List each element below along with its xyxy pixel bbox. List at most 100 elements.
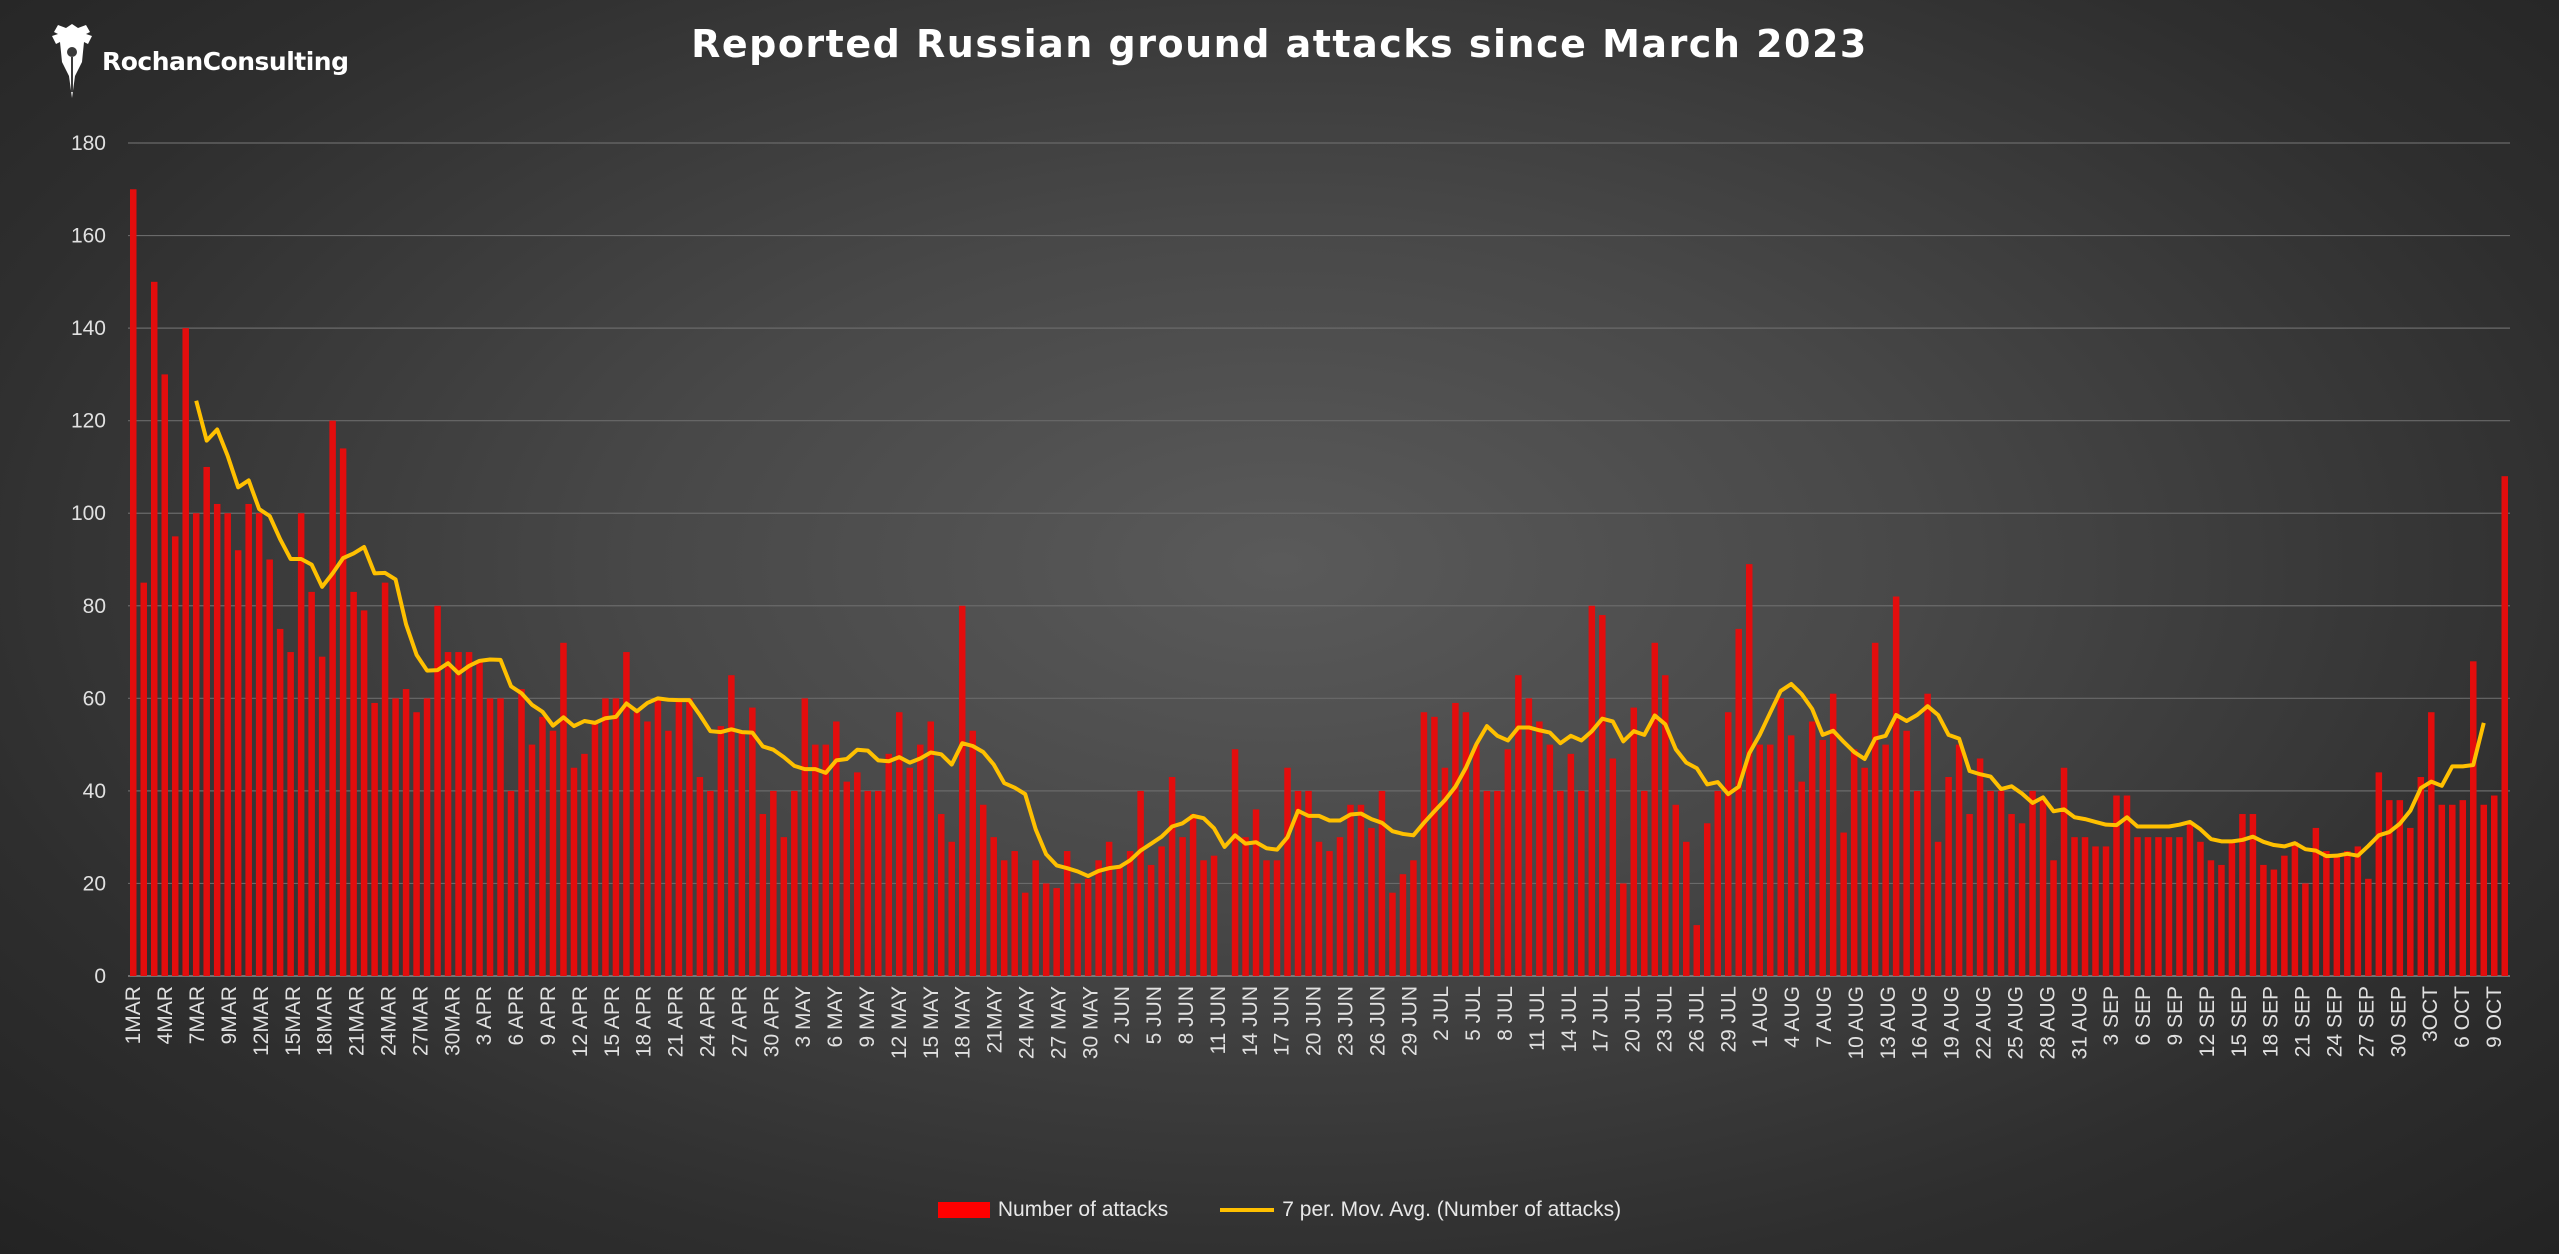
bar — [1651, 642, 1659, 976]
x-tick-label: 7MAR — [186, 986, 209, 1044]
bar — [1462, 712, 1470, 976]
x-tick-label: 2 JUN — [1111, 986, 1134, 1044]
bar — [2459, 800, 2467, 976]
bar — [329, 420, 336, 977]
bar — [171, 536, 179, 976]
bar — [1483, 790, 1491, 976]
bar — [2302, 883, 2309, 976]
x-tick-label: 30MAR — [441, 986, 464, 1056]
bar — [833, 721, 840, 976]
y-tick-label: 20 — [83, 872, 106, 895]
x-tick-label: 24MAR — [377, 986, 400, 1056]
bar — [686, 698, 693, 976]
x-tick-label: 14 JUL — [1558, 986, 1581, 1053]
x-tick-label: 4MAR — [154, 986, 177, 1044]
bar — [1263, 860, 1270, 976]
x-tick-label: 19 AUG — [1941, 986, 1964, 1060]
bar — [2008, 814, 2015, 976]
bar — [1609, 758, 1617, 976]
x-tick-label: 27MAR — [409, 986, 432, 1056]
x-tick-label: 27 APR — [728, 986, 751, 1057]
bar — [665, 730, 672, 976]
x-tick-label: 23 JUN — [1335, 986, 1358, 1056]
bar — [1399, 874, 1407, 976]
bar — [560, 642, 567, 976]
bar — [308, 591, 315, 976]
x-tick-label: 20 JUL — [1622, 986, 1645, 1053]
x-tick-label: 18 MAY — [952, 986, 975, 1059]
bar — [423, 698, 431, 976]
x-tick-label: 9 APR — [537, 986, 560, 1046]
bar — [455, 652, 462, 976]
x-tick-label: 15 APR — [601, 986, 624, 1057]
x-tick-label: 8 JUL — [1494, 986, 1517, 1041]
x-tick-label: 12 APR — [569, 986, 592, 1057]
bar — [1536, 721, 1543, 976]
bar — [2449, 804, 2456, 976]
bar — [812, 744, 819, 976]
bar — [1871, 642, 1879, 976]
bar — [581, 753, 588, 976]
bar — [1473, 744, 1480, 976]
bar — [1777, 698, 1784, 976]
y-tick-label: 160 — [71, 225, 106, 248]
bar — [1819, 739, 1826, 976]
bar — [1829, 693, 1837, 976]
bar — [1231, 749, 1239, 976]
y-tick-label: 80 — [83, 595, 106, 618]
x-tick-label: 27 MAY — [1047, 986, 1070, 1059]
bar — [1504, 749, 1512, 976]
bar — [2291, 841, 2299, 976]
legend-item-attacks: Number of attacks — [937, 1198, 1168, 1222]
x-tick-label: 27 SEP — [2355, 986, 2378, 1057]
bar — [885, 753, 893, 976]
bar — [875, 790, 882, 976]
bar — [150, 281, 158, 976]
bar — [213, 503, 221, 976]
bar — [318, 656, 326, 976]
bar — [2134, 837, 2141, 976]
x-tick-label: 9 SEP — [2164, 986, 2187, 1046]
bar — [1662, 675, 1669, 976]
bar — [2396, 800, 2404, 976]
x-tick-label: 21MAR — [346, 986, 369, 1056]
bar — [633, 712, 641, 976]
x-tick-label: 28 AUG — [2036, 986, 2059, 1060]
bar — [182, 328, 189, 977]
bar — [2491, 795, 2498, 976]
bar — [1084, 878, 1092, 976]
bar — [1924, 693, 1931, 976]
bars-series — [129, 189, 2509, 977]
y-tick-label: 40 — [83, 780, 106, 803]
bar — [497, 698, 504, 976]
bar — [1315, 841, 1323, 976]
x-tick-label: 17 JUL — [1590, 986, 1613, 1053]
bar — [1913, 790, 1921, 976]
bar — [612, 698, 620, 976]
bar — [1452, 702, 1459, 976]
bar — [2501, 476, 2509, 976]
bar — [979, 804, 987, 976]
pen-nib-logo-icon — [52, 24, 92, 98]
bar — [1242, 837, 1249, 976]
x-tick-label: 12 SEP — [2196, 986, 2219, 1057]
x-tick-label: 29 JUN — [1398, 986, 1421, 1056]
bar — [948, 841, 955, 976]
bar — [2186, 823, 2194, 976]
x-tick-label: 26 JUN — [1366, 986, 1389, 1056]
bar — [1903, 730, 1910, 976]
x-tick-label: 30 APR — [760, 986, 783, 1057]
bar — [1987, 790, 1994, 976]
y-axis: 0 20 40 60 80 100 120 140 160 180 — [71, 132, 106, 988]
x-tick-label: 9MAR — [218, 986, 241, 1044]
bar — [1724, 712, 1732, 976]
bar — [728, 675, 735, 976]
bar — [539, 716, 546, 976]
bar — [1934, 841, 1942, 976]
x-tick-label: 15 MAY — [920, 986, 943, 1059]
x-tick-label: 13 AUG — [1877, 986, 1900, 1060]
bar — [2470, 661, 2477, 976]
bar — [528, 744, 536, 976]
bar — [476, 661, 483, 976]
bar — [1179, 837, 1186, 976]
